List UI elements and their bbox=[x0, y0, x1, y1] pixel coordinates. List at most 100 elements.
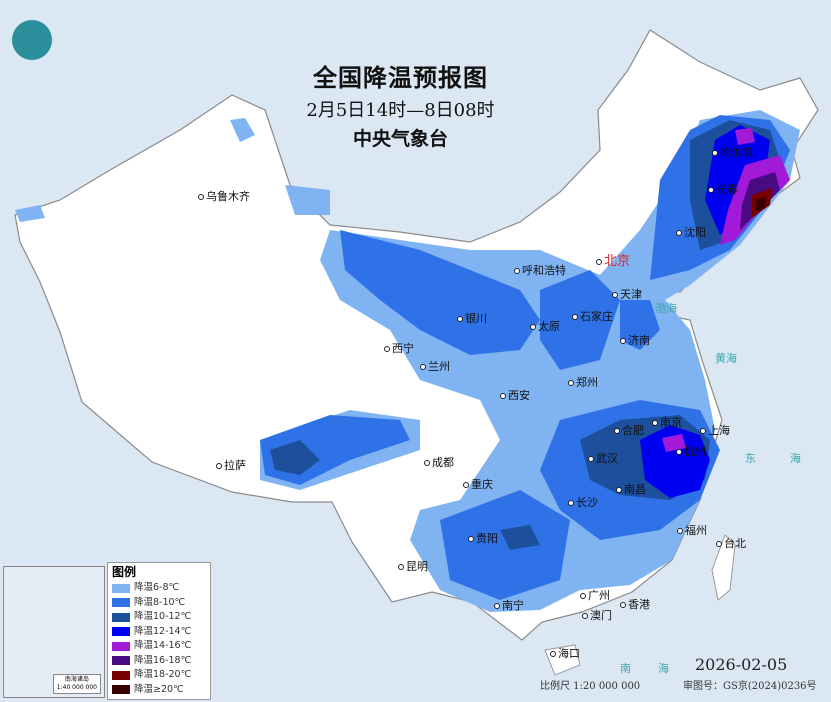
city-label: 北京 bbox=[596, 254, 630, 269]
city-dot-icon bbox=[568, 500, 574, 506]
legend-label: 降温10-12℃ bbox=[134, 611, 192, 623]
city-dot-icon bbox=[398, 564, 404, 570]
city-name: 长沙 bbox=[576, 496, 598, 509]
city-label: 南昌 bbox=[616, 483, 646, 496]
city-label: 成都 bbox=[424, 456, 454, 469]
city-label: 贵阳 bbox=[468, 532, 498, 545]
city-dot-icon bbox=[616, 487, 622, 493]
legend-label: 降温16-18℃ bbox=[134, 654, 192, 666]
city-dot-icon bbox=[588, 456, 594, 462]
city-name: 兰州 bbox=[428, 360, 450, 373]
cma-logo bbox=[12, 20, 52, 60]
legend-label: 降温8-10℃ bbox=[134, 596, 186, 608]
city-label: 重庆 bbox=[463, 478, 493, 491]
city-label: 南京 bbox=[652, 416, 682, 429]
legend-swatch bbox=[112, 656, 130, 666]
city-dot-icon bbox=[424, 460, 430, 466]
city-dot-icon bbox=[652, 420, 658, 426]
city-dot-icon bbox=[614, 428, 620, 434]
sea-label-hai: 海 bbox=[790, 452, 801, 465]
city-name: 银川 bbox=[465, 312, 487, 325]
city-label: 拉萨 bbox=[216, 459, 246, 472]
legend-item: 降温18-20℃ bbox=[112, 668, 206, 683]
city-label: 乌鲁木齐 bbox=[198, 190, 250, 203]
city-name: 台北 bbox=[724, 537, 746, 550]
city-label: 香港 bbox=[620, 598, 650, 611]
city-name: 南昌 bbox=[624, 483, 646, 496]
city-label: 石家庄 bbox=[572, 310, 613, 323]
legend-label: 降温18-20℃ bbox=[134, 669, 192, 681]
issue-date: 2026-02-05 bbox=[695, 655, 788, 674]
city-name: 香港 bbox=[628, 598, 650, 611]
city-label: 福州 bbox=[677, 524, 707, 537]
city-name: 合肥 bbox=[622, 424, 644, 437]
city-label: 合肥 bbox=[614, 424, 644, 437]
city-dot-icon bbox=[712, 150, 718, 156]
city-dot-icon bbox=[514, 268, 520, 274]
drop-12-14-regions bbox=[640, 125, 770, 498]
city-name: 上海 bbox=[708, 424, 730, 437]
sea-label-nan: 南 bbox=[620, 662, 631, 675]
city-name: 郑州 bbox=[576, 376, 598, 389]
taiwan bbox=[711, 534, 736, 601]
city-dot-icon bbox=[500, 393, 506, 399]
city-label: 海口 bbox=[550, 647, 580, 660]
legend-swatch bbox=[112, 685, 130, 695]
city-name: 重庆 bbox=[471, 478, 493, 491]
city-dot-icon bbox=[384, 346, 390, 352]
city-name: 杭州 bbox=[684, 445, 706, 458]
city-label: 长沙 bbox=[568, 496, 598, 509]
legend-item: 降温10-12℃ bbox=[112, 610, 206, 625]
city-name: 西安 bbox=[508, 389, 530, 402]
city-name: 贵阳 bbox=[476, 532, 498, 545]
city-dot-icon bbox=[716, 541, 722, 547]
legend-item: 降温6-8℃ bbox=[112, 581, 206, 596]
forecast-period: 2月5日14时—8日08时 bbox=[306, 100, 495, 121]
city-dot-icon bbox=[216, 463, 222, 469]
sea-label-dong: 东 bbox=[745, 452, 756, 465]
city-label: 沈阳 bbox=[676, 226, 706, 239]
city-dot-icon bbox=[612, 292, 618, 298]
legend-item: 降温16-18℃ bbox=[112, 654, 206, 669]
city-dot-icon bbox=[568, 380, 574, 386]
legend-swatch bbox=[112, 612, 130, 622]
sea-label-bohai: 渤海 bbox=[655, 302, 677, 315]
legend-label: 降温≥20℃ bbox=[134, 683, 184, 695]
legend-label: 降温14-16℃ bbox=[134, 640, 192, 652]
city-name: 武汉 bbox=[596, 452, 618, 465]
legend: 图例 降温6-8℃ 降温8-10℃ 降温10-12℃ 降温12-14℃ 降温14-16℃… bbox=[107, 562, 211, 700]
city-label: 哈尔滨 bbox=[712, 146, 753, 159]
city-dot-icon bbox=[463, 482, 469, 488]
legend-swatch bbox=[112, 598, 130, 608]
city-name: 南宁 bbox=[502, 599, 524, 612]
city-name: 乌鲁木齐 bbox=[206, 190, 250, 203]
legend-swatch bbox=[112, 670, 130, 680]
city-dot-icon bbox=[700, 428, 706, 434]
city-name: 天津 bbox=[620, 288, 642, 301]
city-dot-icon bbox=[198, 194, 204, 200]
city-label: 太原 bbox=[530, 320, 560, 333]
legend-label: 降温6-8℃ bbox=[134, 582, 180, 594]
city-dot-icon bbox=[677, 528, 683, 534]
legend-item: 降温8-10℃ bbox=[112, 596, 206, 611]
approval-number: 审图号：GS京(2024)0236号 bbox=[683, 681, 817, 692]
city-dot-icon bbox=[494, 603, 500, 609]
legend-item: 降温12-14℃ bbox=[112, 625, 206, 640]
city-label: 西安 bbox=[500, 389, 530, 402]
city-name: 南京 bbox=[660, 416, 682, 429]
city-label: 兰州 bbox=[420, 360, 450, 373]
inset-caption: 南海诸岛 1:40 000 000 bbox=[52, 674, 101, 694]
city-dot-icon bbox=[596, 258, 602, 265]
city-dot-icon bbox=[708, 187, 714, 193]
city-label: 济南 bbox=[620, 334, 650, 347]
city-name: 长春 bbox=[716, 183, 738, 196]
city-name: 海口 bbox=[558, 647, 580, 660]
city-name: 西宁 bbox=[392, 342, 414, 355]
city-label: 广州 bbox=[580, 589, 610, 602]
city-label: 昆明 bbox=[398, 560, 428, 573]
city-dot-icon bbox=[530, 324, 536, 330]
sea-label-huanghai: 黄海 bbox=[715, 352, 737, 365]
city-label: 西宁 bbox=[384, 342, 414, 355]
issuer: 中央气象台 bbox=[352, 128, 448, 150]
city-name: 哈尔滨 bbox=[720, 146, 753, 159]
